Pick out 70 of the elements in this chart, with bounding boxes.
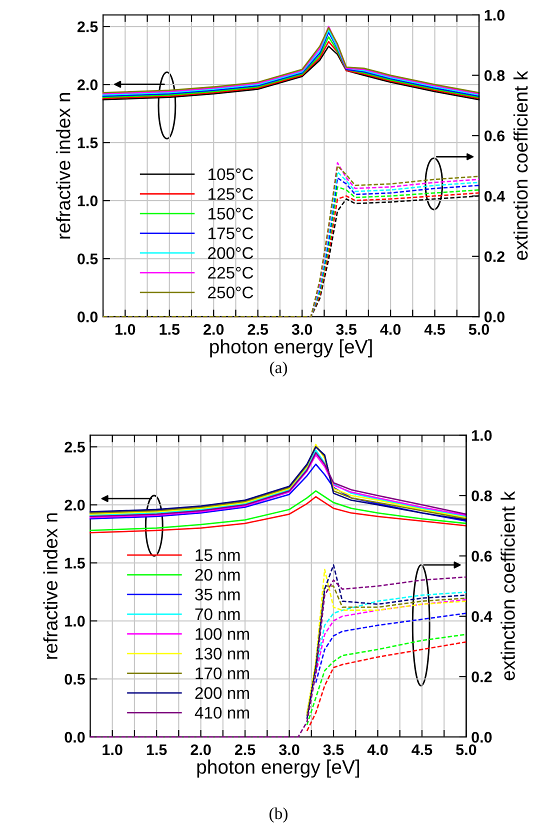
legend-label: 70 nm [195, 608, 240, 620]
legend-label: 410 nm [194, 706, 249, 719]
x-tick-label: 3.5 [323, 744, 344, 756]
x-tick-label: 1.5 [146, 744, 167, 756]
x-tick-label: 2.0 [204, 324, 224, 335]
y2-tick-label: 0.2 [472, 671, 492, 682]
x-axis-title: photon energy [eV] [197, 760, 359, 778]
line-series [315, 612, 467, 684]
legend-label: 125°C [208, 188, 254, 200]
y-tick-label: 0.0 [78, 312, 98, 322]
legend-label: 150°C [208, 208, 254, 220]
y2-tick-label: 1.0 [472, 430, 492, 441]
x-tick-label: 3.5 [336, 324, 357, 335]
y2-tick-label: 0.0 [472, 732, 492, 743]
y-tick-label: 2.0 [77, 79, 98, 90]
x-tick-label: 1.5 [160, 324, 180, 335]
y-tick-label: 2.0 [64, 500, 85, 511]
y-axis-title: refractive index n [43, 513, 58, 659]
y2-tick-label: 0.2 [484, 251, 505, 262]
x-tick-label: 5.0 [468, 324, 490, 335]
x-tick-label: 4.5 [412, 744, 432, 756]
legend-label: 15 nm [196, 549, 240, 562]
y-tick-label: 0.5 [78, 254, 98, 264]
line-series [90, 496, 467, 534]
x-tick-label: 3.0 [292, 324, 312, 335]
legend-label: 200 nm [195, 687, 249, 699]
y-tick-label: 0.0 [64, 732, 85, 743]
line-series [90, 490, 467, 532]
text: (a) [270, 361, 288, 377]
legend-label: 35 nm [195, 588, 240, 600]
y-tick-label: 0.5 [64, 674, 85, 685]
y-axis-title: refractive index n [56, 93, 70, 239]
y2-tick-label: 0.6 [472, 550, 492, 562]
y2-tick-label: 0.8 [472, 490, 492, 502]
legend-label: 250°C [208, 286, 254, 298]
y2-axis-title: extinction coefficient k [500, 491, 515, 680]
y-tick-label: 1.5 [65, 558, 85, 569]
x-tick-label: 1.0 [116, 324, 136, 335]
text: (b) [270, 807, 288, 823]
line-series [90, 464, 467, 522]
y2-tick-label: 0.8 [484, 70, 505, 81]
x-tick-label: 4.0 [380, 324, 401, 335]
y2-tick-label: 0.4 [484, 190, 506, 202]
y2-axis-title: extinction coefficient k [513, 70, 528, 260]
legend-label: 130 nm [196, 648, 249, 660]
x-tick-label: 4.0 [367, 744, 388, 756]
y2-tick-label: 0.6 [484, 130, 505, 142]
legend-label: 100 nm [196, 628, 249, 640]
legend-label: 170 nm [196, 667, 249, 680]
x-tick-label: 5.0 [456, 744, 476, 756]
x-tick-label: 2.5 [234, 744, 256, 756]
legend-label: 225°C [208, 266, 254, 279]
y2-tick-label: 0.0 [484, 312, 504, 322]
y-tick-label: 1.5 [78, 138, 98, 148]
x-tick-label: 2.5 [248, 324, 268, 335]
x-tick-label: 2.0 [190, 744, 211, 756]
y2-tick-label: 0.4 [472, 611, 492, 622]
x-axis-title: photon energy [eV] [210, 339, 372, 358]
y2-tick-label: 1.0 [484, 10, 504, 21]
legend-label: 175°C [208, 227, 254, 240]
y-tick-label: 1.0 [78, 195, 98, 206]
y-tick-label: 2.5 [77, 21, 98, 32]
legend-label: 200°C [208, 247, 254, 259]
y-tick-label: 1.0 [65, 616, 85, 627]
y-tick-label: 2.5 [64, 442, 85, 453]
x-tick-label: 1.0 [102, 744, 122, 756]
x-tick-label: 3.0 [279, 744, 300, 756]
legend-label: 20 nm [195, 568, 240, 581]
x-tick-label: 4.5 [424, 324, 445, 335]
legend-label: 105°C [208, 168, 254, 180]
